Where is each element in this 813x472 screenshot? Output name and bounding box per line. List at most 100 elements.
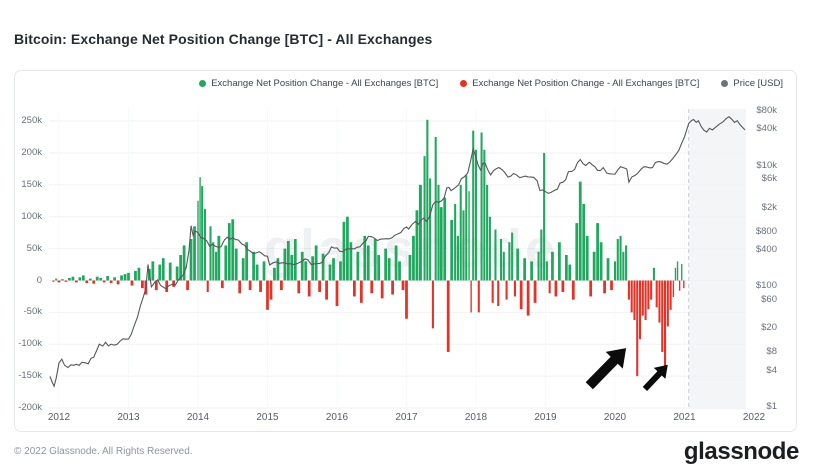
net-bar — [175, 266, 179, 281]
chart-legend: Exchange Net Position Change - All Excha… — [199, 78, 783, 89]
glassnode-logo[interactable]: glassnode — [683, 438, 800, 465]
net-bar — [543, 152, 546, 281]
net-bar — [78, 277, 82, 281]
net-bar — [622, 251, 625, 281]
net-bar — [513, 280, 516, 297]
net-bar — [158, 264, 162, 281]
net-bar — [666, 280, 669, 327]
net-bar — [231, 219, 235, 281]
net-bar — [468, 191, 470, 281]
net-bar — [321, 253, 325, 281]
net-bar — [606, 258, 610, 281]
net-bar — [280, 280, 283, 291]
legend-item-net-position-outflow[interactable]: Exchange Net Position Change - All Excha… — [460, 78, 699, 89]
legend-item-price[interactable]: Price [USD] — [721, 78, 783, 89]
net-bar — [545, 261, 548, 281]
net-bar — [683, 280, 685, 289]
net-bar — [339, 261, 342, 281]
net-bar — [564, 254, 568, 281]
net-bar — [681, 263, 683, 281]
net-bar — [212, 242, 215, 281]
net-bar — [391, 280, 394, 295]
net-bar — [582, 203, 586, 281]
net-bar — [599, 242, 603, 281]
net-bar — [332, 258, 335, 281]
net-bar — [627, 280, 630, 300]
net-bar — [99, 277, 103, 281]
net-bar — [304, 261, 308, 281]
net-bar — [74, 280, 78, 283]
net-bar — [575, 223, 579, 281]
net-bar — [426, 119, 429, 281]
green-dot-icon — [199, 80, 207, 87]
net-bar — [81, 275, 85, 281]
net-bar — [443, 197, 447, 281]
net-bar — [502, 251, 505, 281]
net-bar — [293, 239, 297, 281]
net-bar — [530, 261, 533, 281]
net-bar — [578, 181, 582, 281]
net-bar — [220, 280, 224, 289]
chart-panel: glassnode Exchange Net Position Change -… — [14, 70, 797, 432]
net-bar — [561, 280, 565, 292]
net-bar — [154, 280, 158, 291]
net-bar — [370, 280, 374, 294]
net-bar — [189, 239, 193, 281]
net-bar — [456, 235, 459, 281]
net-bar — [57, 280, 61, 283]
net-bar — [526, 280, 530, 316]
net-bar — [328, 264, 332, 281]
net-bar — [401, 280, 405, 291]
net-bar — [197, 200, 199, 281]
chart-canvas[interactable]: glassnode — [15, 71, 798, 433]
net-bar — [454, 203, 457, 281]
net-bar — [206, 280, 209, 292]
net-bar — [474, 149, 478, 281]
net-bar — [172, 280, 176, 287]
net-bar — [655, 280, 658, 308]
net-bar — [676, 261, 679, 281]
net-bar — [227, 223, 231, 281]
net-bar — [116, 280, 120, 285]
net-bar — [55, 278, 58, 281]
net-bar — [674, 267, 677, 281]
net-bar — [286, 240, 290, 281]
net-bar — [415, 210, 419, 281]
net-bar — [558, 242, 561, 281]
net-bar — [613, 261, 617, 281]
net-bar — [429, 178, 432, 281]
net-bar — [678, 280, 681, 291]
copyright-text: © 2022 Glassnode. All Rights Reserved. — [14, 446, 193, 457]
net-bar — [52, 280, 55, 282]
net-bar — [92, 280, 96, 284]
net-bar — [548, 280, 551, 294]
net-bar — [106, 276, 110, 281]
net-bar — [554, 280, 558, 297]
net-bar — [491, 280, 494, 303]
net-bar — [571, 280, 575, 300]
net-bar — [269, 280, 273, 300]
net-bar — [465, 175, 468, 281]
net-bar — [568, 264, 572, 281]
net-bar — [64, 280, 68, 282]
net-bar — [641, 280, 644, 316]
net-bar — [508, 242, 511, 281]
net-bar — [234, 248, 238, 281]
net-bar — [352, 280, 356, 297]
gray-dot-icon — [721, 80, 729, 87]
net-bar — [405, 280, 408, 319]
net-bar — [377, 254, 381, 281]
net-bar — [215, 251, 218, 281]
price-line-group — [49, 115, 746, 388]
net-bar — [630, 280, 633, 313]
legend-item-net-position-inflow[interactable]: Exchange Net Position Change - All Excha… — [199, 78, 438, 89]
net-bar — [408, 254, 412, 281]
net-bar — [193, 226, 196, 281]
net-bar — [199, 177, 201, 281]
net-bar — [472, 130, 475, 281]
net-bar — [431, 280, 434, 329]
net-bar — [638, 280, 642, 340]
net-bar — [633, 280, 636, 321]
net-bar — [123, 274, 127, 281]
